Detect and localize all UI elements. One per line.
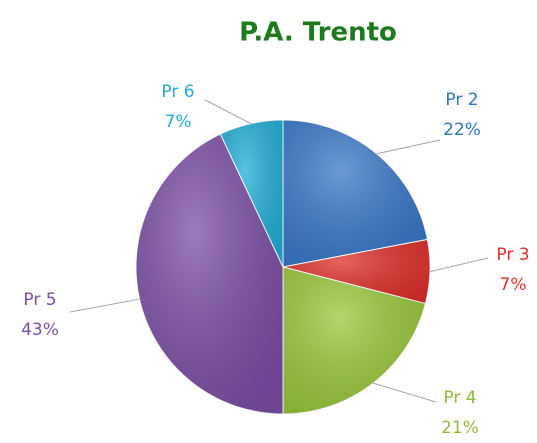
chart-title: P.A. Trento [239,18,397,48]
slice-value: 43% [21,320,59,340]
slice-value: 7% [500,275,527,295]
leader-line [204,99,252,124]
slice-label: Pr 5 [23,290,56,310]
slice-label: Pr 2 [445,90,478,110]
slice-label: Pr 4 [443,388,476,408]
leader-line [372,382,437,403]
slice-label: Pr 3 [496,245,529,265]
leader-line [376,139,441,155]
slice-value: 21% [441,418,479,438]
slice-value: 7% [165,112,192,132]
slice-value: 22% [443,120,481,140]
leader-line [429,257,489,273]
slice-label: Pr 6 [161,82,194,102]
leader-line [69,298,140,313]
